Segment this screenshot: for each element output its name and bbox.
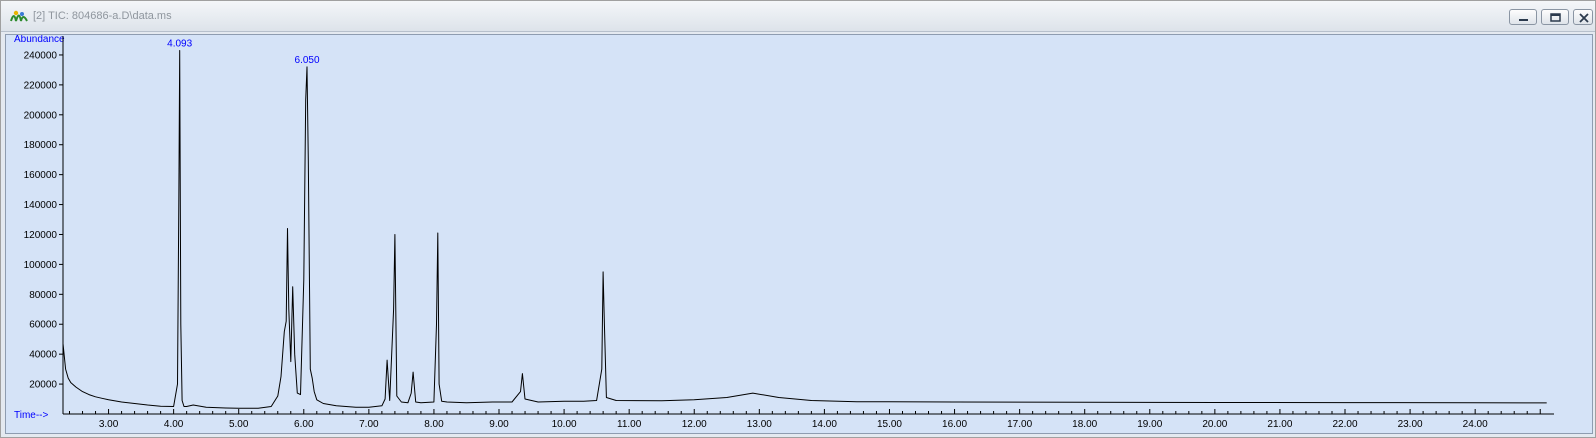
axes xyxy=(62,36,1554,415)
x-tick-label: 17.00 xyxy=(1007,419,1032,430)
x-tick-label: 10.00 xyxy=(552,419,577,430)
minimize-button[interactable] xyxy=(1509,9,1537,25)
tic-trace xyxy=(62,50,1547,409)
close-button[interactable] xyxy=(1573,9,1593,25)
x-tick-label: 15.00 xyxy=(877,419,902,430)
x-tick-label: 18.00 xyxy=(1072,419,1097,430)
window-title: [2] TIC: 804686-a.D\data.ms xyxy=(33,10,172,22)
x-tick-label: 12.00 xyxy=(682,419,707,430)
y-axis-label: Abundance xyxy=(14,35,65,45)
y-tick-label: 160000 xyxy=(24,170,58,181)
y-tick-label: 140000 xyxy=(24,200,58,211)
x-tick-label: 5.00 xyxy=(229,419,249,430)
y-tick-label: 20000 xyxy=(29,380,57,391)
y-tick-label: 40000 xyxy=(29,350,57,361)
y-tick-label: 120000 xyxy=(24,230,58,241)
y-tick-label: 220000 xyxy=(24,80,58,91)
y-tick-label: 80000 xyxy=(29,290,57,301)
x-tick-label: 8.00 xyxy=(424,419,444,430)
chromatogram-plot[interactable]: Abundance Time--> 20000 40000 60000 80000 10… xyxy=(5,34,1593,434)
x-tick-label: 7.00 xyxy=(359,419,379,430)
y-tick-label: 180000 xyxy=(24,140,58,151)
title-bar[interactable]: [2] TIC: 804686-a.D\data.ms xyxy=(1,1,1595,32)
x-ticks: 3.00 4.00 5.00 6.00 7.00 8.00 9.00 10.00 11.00 12… xyxy=(69,409,1541,430)
x-tick-label: 16.00 xyxy=(942,419,967,430)
y-ticks: 20000 40000 60000 80000 100000 120000 140000 16… xyxy=(24,50,63,391)
y-tick-label: 100000 xyxy=(24,260,58,271)
x-tick-label: 19.00 xyxy=(1137,419,1162,430)
restore-icon xyxy=(1550,13,1561,22)
x-tick-label: 22.00 xyxy=(1332,419,1357,430)
trace-layer xyxy=(62,50,1547,409)
x-tick-label: 14.00 xyxy=(812,419,837,430)
x-tick-label: 3.00 xyxy=(99,419,119,430)
y-tick-label: 240000 xyxy=(24,50,58,61)
peak-label: 6.050 xyxy=(295,55,320,66)
x-tick-label: 21.00 xyxy=(1267,419,1292,430)
peak-label: 4.093 xyxy=(167,38,192,49)
close-icon xyxy=(1579,13,1589,23)
x-tick-label: 4.00 xyxy=(164,419,184,430)
x-tick-label: 13.00 xyxy=(747,419,772,430)
y-tick-label: 60000 xyxy=(29,320,57,331)
restore-button[interactable] xyxy=(1541,9,1569,25)
chemstation-app-icon xyxy=(10,10,28,22)
minimize-icon xyxy=(1519,19,1528,21)
x-tick-label: 9.00 xyxy=(489,419,509,430)
x-tick-label: 20.00 xyxy=(1202,419,1227,430)
chromatogram-chart: Abundance Time--> 20000 40000 60000 80000 10… xyxy=(14,34,1554,430)
x-tick-label: 11.00 xyxy=(617,419,642,430)
y-tick-label: 200000 xyxy=(24,110,58,121)
x-tick-label: 23.00 xyxy=(1398,419,1423,430)
peak-annotations: 4.093 6.050 xyxy=(167,38,320,65)
x-tick-label: 6.00 xyxy=(294,419,314,430)
x-tick-label: 24.00 xyxy=(1463,419,1488,430)
x-axis-label: Time--> xyxy=(14,410,49,421)
